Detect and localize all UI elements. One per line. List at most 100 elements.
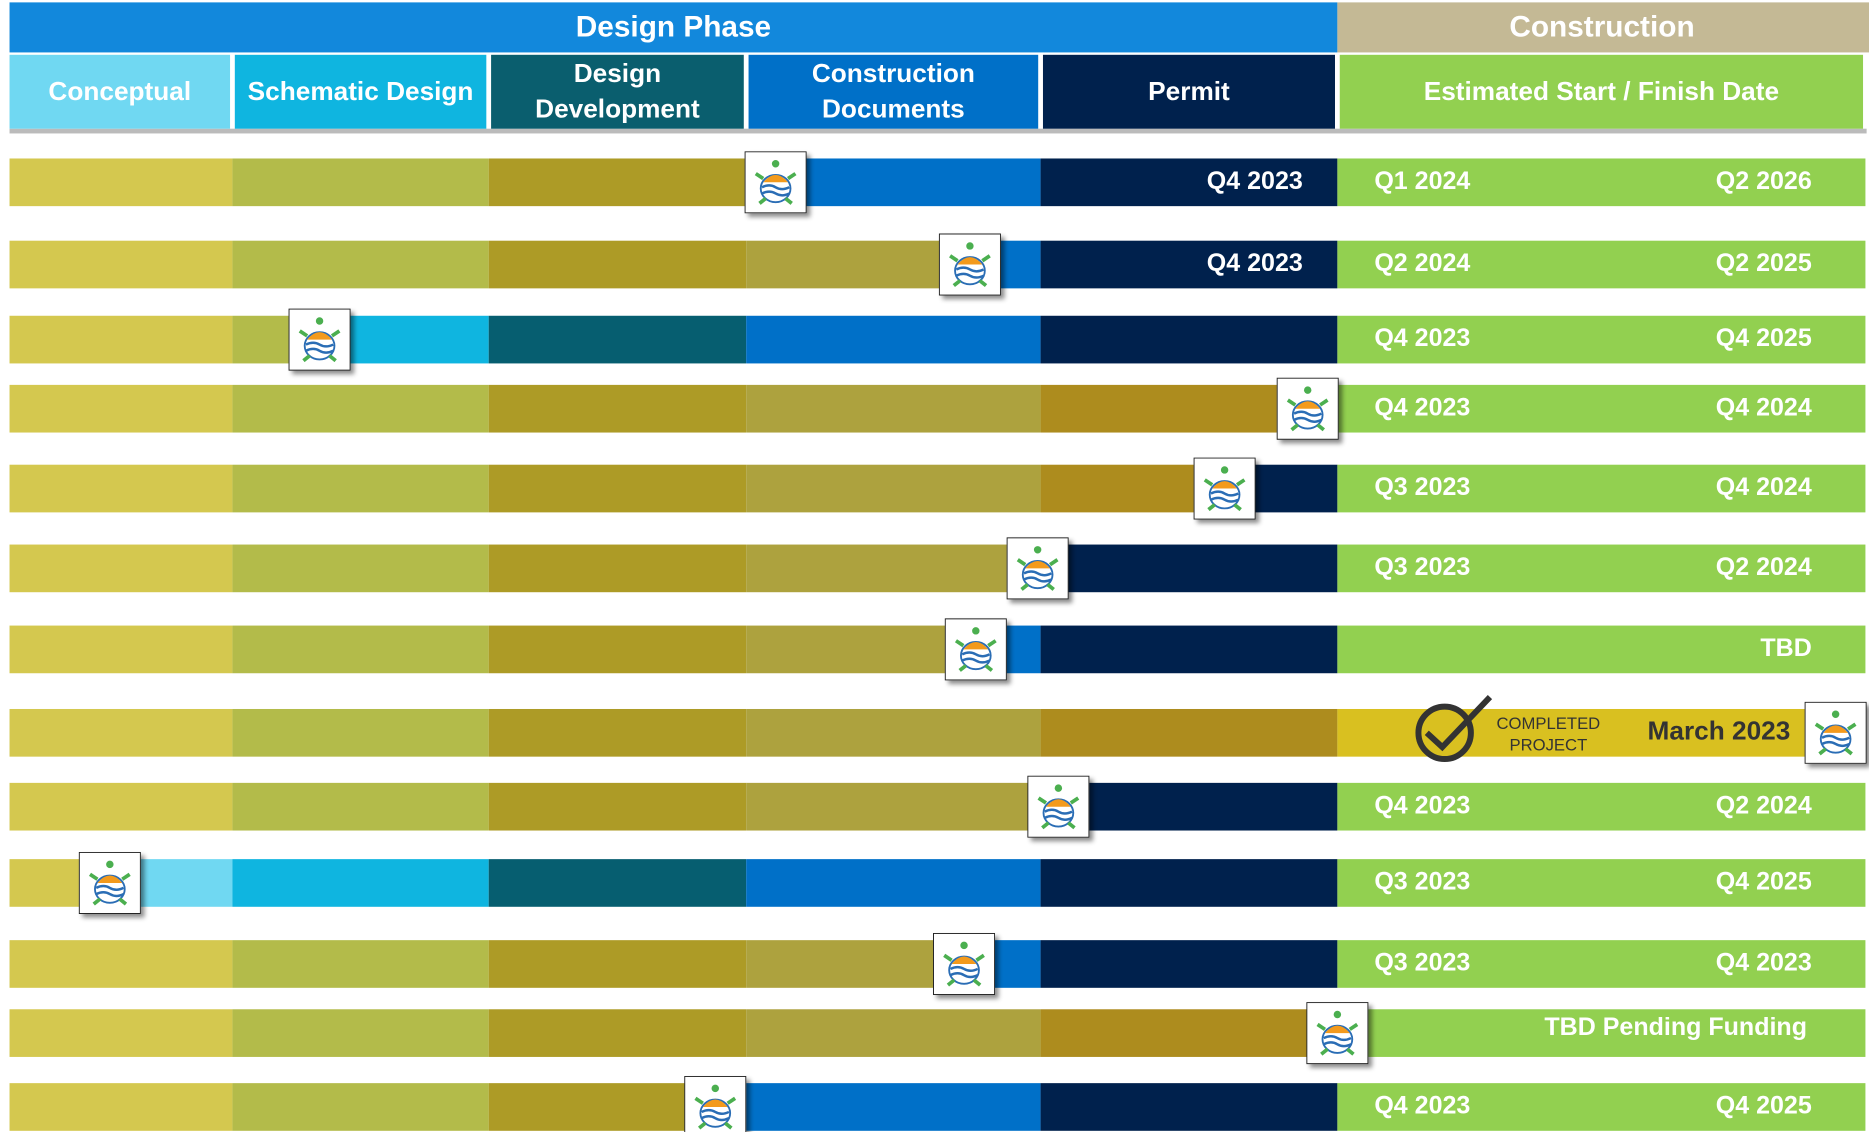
start-date: Q4 2023 (1374, 1092, 1470, 1120)
phase-complete (9, 708, 233, 757)
phase-complete (488, 464, 747, 513)
construction-cell (1337, 464, 1866, 513)
phase-pending (1040, 544, 1338, 593)
permit-date: Q4 2023 (1207, 167, 1303, 195)
construction-note: TBD Pending Funding (1544, 1013, 1807, 1041)
check-mark (1424, 695, 1493, 752)
phase-pending (488, 859, 747, 907)
progress-marker (944, 618, 1007, 681)
phase-pending (488, 315, 747, 364)
header-rule (9, 128, 1867, 134)
construction-cell (1337, 1083, 1866, 1131)
start-date: Q4 2023 (1374, 791, 1470, 819)
progress-marker (1006, 537, 1069, 600)
construction-cell (1337, 782, 1866, 831)
column-header-label: Construction (812, 58, 975, 88)
phase-complete (488, 384, 747, 433)
phase-complete (9, 158, 233, 207)
phase-complete (232, 240, 489, 289)
progress-marker (1306, 1002, 1369, 1065)
phase-pending (746, 859, 1041, 907)
finish-date: Q4 2024 (1716, 473, 1812, 501)
progress-marker (938, 233, 1001, 296)
phase-complete (746, 464, 1041, 513)
permit-date: Q4 2023 (1207, 249, 1303, 277)
phase-pending (1058, 782, 1338, 831)
completion-date: March 2023 (1648, 716, 1791, 746)
column-header-label: Design (574, 58, 661, 88)
design-phase-title: Design Phase (576, 10, 771, 43)
phase-complete (232, 782, 489, 831)
construction-cell (1337, 1009, 1866, 1057)
phase-pending (1040, 315, 1338, 364)
phase-complete (9, 240, 233, 289)
construction-cell (1337, 625, 1866, 674)
phase-complete (488, 625, 747, 674)
finish-date: Q4 2025 (1716, 1092, 1812, 1120)
column-header (9, 54, 231, 129)
construction-cell (1337, 859, 1866, 907)
phase-complete (488, 940, 747, 988)
phase-complete (1040, 1009, 1338, 1057)
column-header-label: Schematic Design (248, 76, 474, 106)
finish-date: TBD (1760, 634, 1811, 662)
construction-cell (1337, 315, 1866, 364)
phase-complete (232, 708, 489, 757)
status-label: PROJECT (1509, 735, 1587, 754)
finish-date: Q2 2025 (1716, 249, 1812, 277)
phase-complete (9, 544, 233, 593)
start-date: Q4 2023 (1374, 393, 1470, 421)
start-date: Q3 2023 (1374, 473, 1470, 501)
column-header-label: Conceptual (48, 76, 191, 106)
finish-date: Q2 2026 (1716, 167, 1812, 195)
phase-pending (746, 1083, 1041, 1131)
column-header (234, 54, 487, 129)
construction-cell (1337, 240, 1866, 289)
start-date: Q3 2023 (1374, 553, 1470, 581)
phase-complete (746, 782, 1041, 831)
phase-complete (232, 544, 489, 593)
phase-complete (9, 315, 233, 364)
start-date: Q3 2023 (1374, 868, 1470, 896)
start-date: Q1 2024 (1374, 167, 1470, 195)
phase-complete (1040, 708, 1338, 757)
progress-marker (288, 308, 351, 371)
column-header (748, 54, 1039, 129)
progress-marker (1027, 775, 1090, 838)
construction-cell (1337, 544, 1866, 593)
start-date: Q2 2024 (1374, 249, 1470, 277)
phase-complete (488, 1009, 747, 1057)
progress-marker (1193, 457, 1256, 520)
phase-pending (232, 859, 489, 907)
phase-complete (746, 708, 1041, 757)
column-header (1042, 54, 1335, 129)
finish-date: Q4 2024 (1716, 393, 1812, 421)
finish-date: Q2 2024 (1716, 553, 1812, 581)
construction-cell (1337, 158, 1866, 207)
phase-pending (1040, 240, 1338, 289)
phase-pending (1040, 940, 1338, 988)
phase-pending (1040, 859, 1338, 907)
phase-complete (746, 940, 965, 988)
phase-pending (1040, 625, 1338, 674)
phase-complete (746, 625, 976, 674)
progress-marker (684, 1075, 747, 1132)
column-header-label: Estimated Start / Finish Date (1424, 76, 1779, 106)
finish-date: Q4 2025 (1716, 868, 1812, 896)
construction-cell (1337, 384, 1866, 433)
phase-pending (746, 315, 1041, 364)
progress-marker (933, 933, 996, 995)
phase-complete (232, 940, 489, 988)
check-circle (1415, 703, 1474, 763)
phase-pending (775, 158, 1041, 207)
design-phase-band (9, 2, 1338, 53)
phase-complete (9, 464, 233, 513)
progress-marker (744, 151, 807, 214)
phase-complete (232, 1083, 489, 1131)
phase-complete (488, 708, 747, 757)
phase-complete (746, 544, 1038, 593)
progress-marker (78, 851, 141, 914)
phase-complete (488, 240, 747, 289)
